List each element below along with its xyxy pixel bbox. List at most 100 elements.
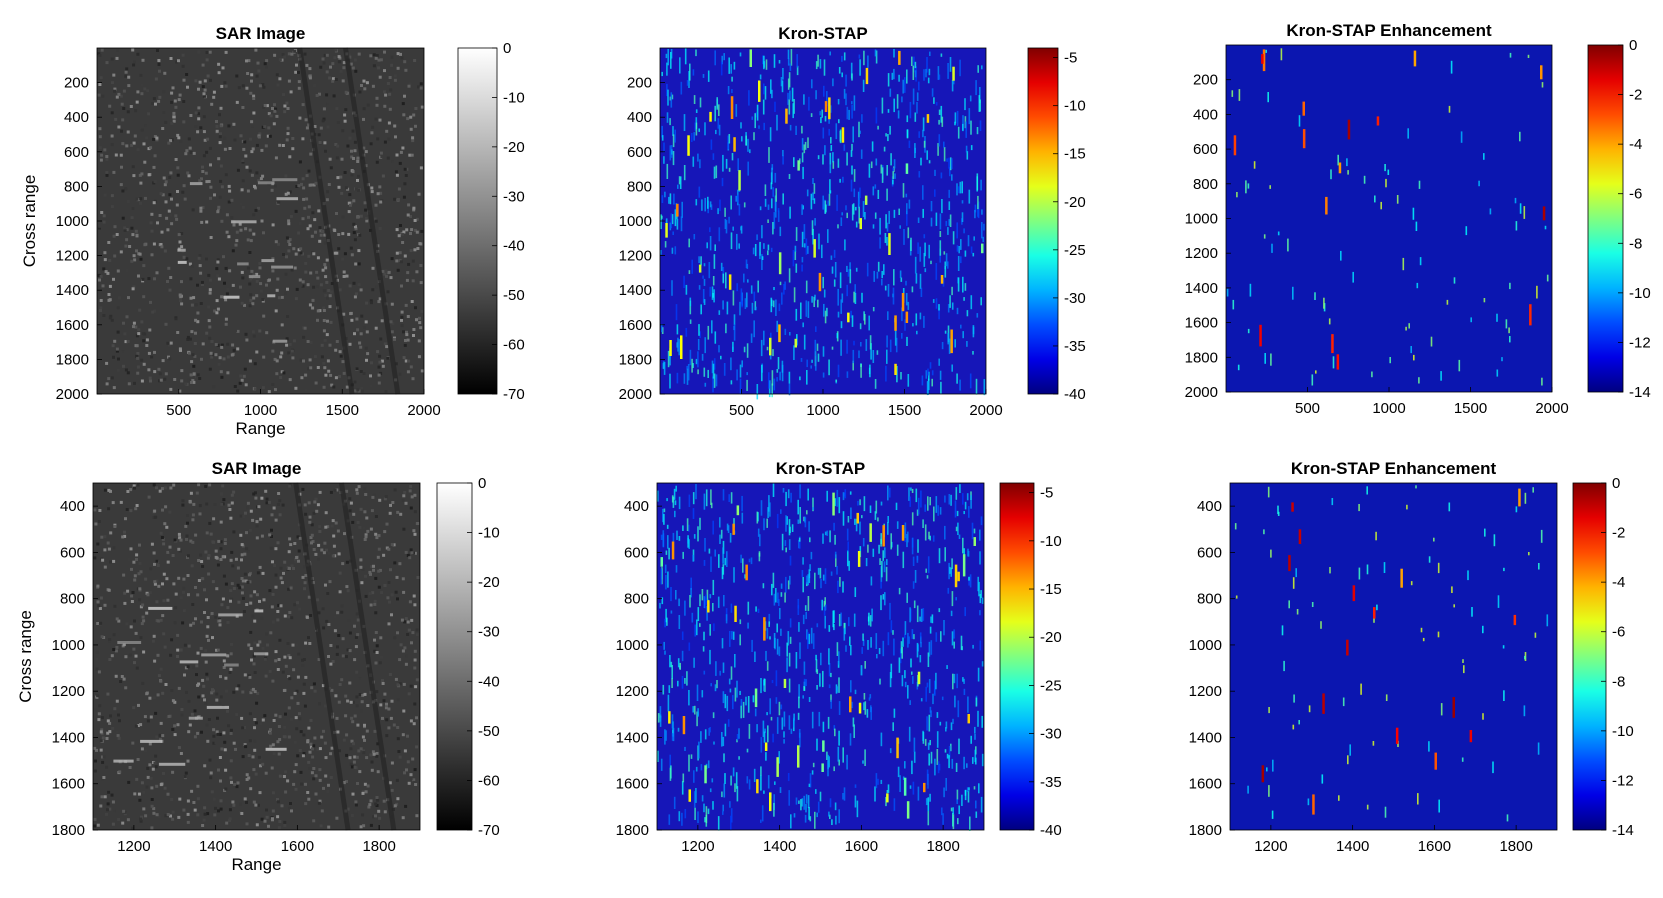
x-tick-label: 500 (1295, 400, 1320, 417)
colorbar-tick-label: -20 (503, 139, 525, 156)
plot-frame (656, 482, 985, 831)
colorbar-tick-label: -6 (1629, 186, 1642, 203)
y-tick-label: 400 (624, 498, 649, 515)
y-tick-label: 1200 (52, 683, 85, 700)
x-tick-label: 1500 (1454, 400, 1487, 417)
plot-frame (1229, 482, 1558, 831)
chart-title: Kron-STAP Enhancement (1291, 459, 1497, 478)
colorbar-tick-label: -12 (1629, 334, 1651, 351)
colorbar-tick-label: -40 (503, 238, 525, 255)
colorbar-tick-label: -25 (1064, 242, 1086, 259)
y-tick-label: 600 (1193, 141, 1218, 158)
x-tick-label: 2000 (969, 402, 1002, 419)
chart-title: Kron-STAP (778, 24, 867, 43)
colorbar-tick-label: -30 (478, 624, 500, 641)
y-tick-label: 1600 (616, 776, 649, 793)
colorbar-tick-label: -5 (1064, 50, 1077, 67)
colorbar-tick-label: -12 (1612, 772, 1634, 789)
x-tick-label: 1200 (1254, 838, 1287, 855)
x-tick-label: 1800 (362, 838, 395, 855)
x-axis-label: Range (235, 419, 285, 438)
y-tick-label: 1800 (1185, 349, 1218, 366)
y-tick-label: 800 (624, 591, 649, 608)
y-tick-label: 1000 (1189, 637, 1222, 654)
colorbar (1587, 44, 1624, 393)
x-tick-label: 1500 (888, 402, 921, 419)
x-tick-label: 500 (166, 402, 191, 419)
colorbar-tick-label: 0 (1629, 37, 1637, 54)
y-tick-label: 1200 (616, 683, 649, 700)
y-tick-label: 1000 (616, 637, 649, 654)
y-tick-label: 600 (1197, 544, 1222, 561)
colorbar-tick-label: -50 (478, 723, 500, 740)
colorbar-tick-label: -30 (1064, 290, 1086, 307)
colorbar-tick-label: -20 (1064, 194, 1086, 211)
y-tick-label: 1600 (619, 317, 652, 334)
y-tick-label: 400 (64, 109, 89, 126)
y-tick-label: 200 (1193, 72, 1218, 89)
colorbar-tick-label: -40 (478, 673, 500, 690)
colorbar-tick-label: -4 (1629, 136, 1642, 153)
colorbar-tick-label: -14 (1612, 822, 1634, 839)
y-tick-label: 1000 (52, 637, 85, 654)
y-tick-label: 1000 (619, 213, 652, 230)
y-tick-label: 1600 (1185, 315, 1218, 332)
colorbar-tick-label: -15 (1040, 581, 1062, 598)
y-tick-label: 1800 (52, 822, 85, 839)
colorbar (457, 47, 498, 395)
x-tick-label: 1800 (926, 838, 959, 855)
y-tick-label: 1800 (616, 822, 649, 839)
y-tick-label: 1400 (619, 282, 652, 299)
x-tick-label: 1600 (281, 838, 314, 855)
colorbar-tick-label: -10 (1612, 723, 1634, 740)
chart-panel-5: Kron-STAP 1200 1400 1600 1800 400 600 800 1000 12… (616, 459, 1062, 855)
chart-title: SAR Image (212, 459, 302, 478)
x-tick-label: 1200 (681, 838, 714, 855)
y-tick-label: 1200 (1185, 245, 1218, 262)
colorbar-tick-label: -2 (1629, 87, 1642, 104)
y-tick-label: 2000 (56, 386, 89, 403)
colorbar-tick-label: -2 (1612, 525, 1625, 542)
y-tick-label: 1600 (1189, 776, 1222, 793)
colorbar-tick-label: -50 (503, 287, 525, 304)
y-tick-label: 400 (1193, 106, 1218, 123)
colorbar-tick-label: -10 (478, 525, 500, 542)
y-tick-label: 1400 (616, 729, 649, 746)
y-tick-label: 800 (64, 178, 89, 195)
x-axis-label: Range (231, 855, 281, 874)
colorbar-tick-label: -10 (1064, 98, 1086, 115)
colorbar-tick-label: -15 (1064, 146, 1086, 163)
chart-panel-2: Kron-STAP 500 1000 1500 2000 200 400 600 800 1000… (619, 24, 1086, 419)
colorbar-tick-label: -70 (503, 386, 525, 403)
colorbar (1027, 47, 1059, 395)
y-tick-label: 600 (624, 544, 649, 561)
colorbar (436, 482, 473, 831)
x-tick-label: 1400 (1336, 838, 1369, 855)
colorbar-tick-label: -10 (1040, 533, 1062, 550)
y-tick-label: 1200 (1189, 683, 1222, 700)
colorbar-tick-label: -40 (1040, 822, 1062, 839)
chart-title: Kron-STAP Enhancement (1286, 21, 1492, 40)
colorbar-tick-label: 0 (478, 475, 486, 492)
chart-panel-3: Kron-STAP Enhancement 500 1000 1500 2000 200 4… (1185, 21, 1651, 417)
colorbar-tick-label: -35 (1040, 774, 1062, 791)
y-tick-label: 1800 (56, 351, 89, 368)
x-tick-label: 500 (729, 402, 754, 419)
x-tick-label: 1000 (806, 402, 839, 419)
chart-title: Kron-STAP (776, 459, 865, 478)
y-tick-label: 400 (60, 498, 85, 515)
colorbar (999, 482, 1035, 831)
colorbar-tick-label: -20 (1040, 629, 1062, 646)
colorbar-tick-label: 0 (503, 40, 511, 57)
y-tick-label: 1200 (619, 248, 652, 265)
colorbar (1572, 482, 1607, 831)
colorbar-tick-label: -8 (1629, 235, 1642, 252)
y-tick-label: 200 (627, 75, 652, 92)
y-tick-label: 1400 (56, 282, 89, 299)
colorbar-tick-label: -14 (1629, 384, 1651, 401)
x-tick-label: 1800 (1499, 838, 1532, 855)
y-tick-label: 400 (1197, 498, 1222, 515)
y-tick-label: 2000 (619, 386, 652, 403)
colorbar-tick-label: -70 (478, 822, 500, 839)
y-tick-label: 800 (1193, 176, 1218, 193)
